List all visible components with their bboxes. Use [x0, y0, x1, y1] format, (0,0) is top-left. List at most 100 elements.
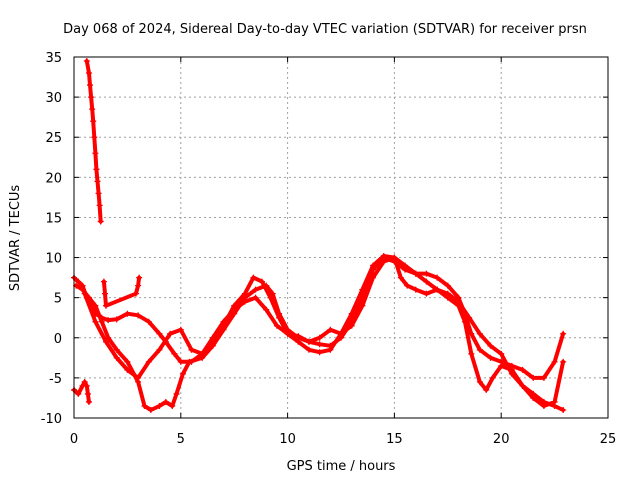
- data-point: [338, 330, 344, 337]
- data-point: [88, 94, 95, 101]
- data-point: [135, 282, 142, 289]
- data-point: [167, 330, 174, 337]
- data-point: [136, 274, 143, 281]
- data-point: [92, 302, 99, 309]
- data-point: [94, 178, 101, 185]
- series-track-track-2: [74, 255, 566, 412]
- grid: [74, 57, 608, 418]
- data-point: [519, 366, 526, 373]
- x-tick-label: 20: [493, 432, 510, 447]
- data-point: [220, 322, 227, 329]
- data-point: [113, 346, 120, 353]
- data-point: [241, 290, 248, 297]
- data-point: [252, 294, 259, 301]
- data-point: [98, 318, 105, 325]
- data-point: [263, 306, 270, 313]
- data-point: [231, 302, 238, 309]
- data-point: [92, 318, 99, 325]
- data-point: [455, 298, 462, 305]
- x-tick-label: 25: [600, 432, 617, 447]
- data-point: [92, 150, 99, 157]
- data-point: [103, 338, 110, 345]
- data-point: [103, 302, 110, 309]
- data-point: [483, 386, 490, 393]
- data-point: [397, 274, 404, 281]
- y-axis-label: SDTVAR / TECUs: [8, 185, 23, 292]
- data-point: [498, 350, 505, 357]
- data-point: [434, 286, 441, 293]
- data-point: [199, 350, 206, 357]
- data-point: [466, 314, 473, 321]
- data-point: [231, 310, 238, 317]
- data-point: [412, 286, 419, 293]
- series-track-track-1: [72, 255, 566, 380]
- data-point: [124, 366, 131, 373]
- data-point: [145, 318, 152, 325]
- data-point: [391, 254, 398, 261]
- data-point: [476, 346, 483, 353]
- data-point: [305, 346, 312, 353]
- data-point: [250, 274, 257, 281]
- data-point: [508, 370, 515, 377]
- data-point: [560, 406, 567, 413]
- x-axis-label: GPS time / hours: [287, 459, 396, 474]
- data-point: [156, 330, 163, 337]
- y-tick-label: 10: [45, 252, 62, 267]
- data-point: [95, 190, 102, 197]
- data-point: [113, 354, 120, 361]
- data-point: [551, 402, 558, 409]
- data-point: [327, 326, 334, 333]
- x-tick-label: 5: [177, 432, 185, 447]
- data-point: [327, 346, 334, 353]
- data-point: [276, 314, 283, 321]
- data-point: [96, 202, 103, 209]
- data-point: [93, 166, 100, 173]
- data-point: [173, 390, 180, 397]
- data-point: [156, 402, 163, 409]
- data-point: [156, 346, 163, 353]
- data-point: [476, 330, 483, 337]
- data-point: [90, 118, 97, 125]
- data-point: [177, 326, 184, 333]
- data-point: [487, 342, 494, 349]
- data-point: [105, 334, 112, 341]
- data-point: [359, 286, 366, 293]
- y-tick-label: 15: [45, 211, 62, 226]
- data-point: [551, 358, 558, 365]
- data-point: [79, 286, 86, 293]
- data-point: [273, 322, 280, 329]
- data-point: [85, 398, 92, 405]
- data-point: [380, 252, 387, 259]
- y-tick-label: 25: [45, 131, 62, 146]
- series-track-track-6: [101, 275, 142, 308]
- data-point: [100, 278, 107, 285]
- data-point: [258, 278, 265, 285]
- series-track-2: [73, 254, 567, 413]
- data-point: [348, 322, 355, 329]
- data-point: [316, 341, 323, 348]
- data-point: [179, 370, 186, 377]
- series-track-6: [100, 274, 143, 309]
- data-point: [269, 290, 276, 297]
- y-tick-label: -10: [41, 412, 62, 427]
- data-point: [284, 330, 291, 337]
- data-point: [91, 134, 98, 141]
- y-axis-ticks: -10 -5 0 5 10 15 20 25 30 35: [41, 51, 608, 427]
- data-point: [83, 58, 90, 65]
- data-point: [305, 338, 312, 345]
- data-point: [530, 390, 537, 397]
- data-point: [135, 312, 142, 319]
- data-point: [87, 82, 94, 89]
- data-point: [267, 294, 274, 301]
- data-point: [402, 262, 409, 269]
- y-tick-label: 5: [54, 292, 62, 307]
- y-tick-label: 35: [45, 51, 62, 66]
- data-point: [316, 334, 323, 341]
- data-point: [162, 398, 169, 405]
- data-point: [124, 310, 131, 317]
- series-track-5: [71, 378, 92, 405]
- y-tick-label: 20: [45, 171, 62, 186]
- data-point: [540, 374, 547, 381]
- data-point: [81, 290, 88, 297]
